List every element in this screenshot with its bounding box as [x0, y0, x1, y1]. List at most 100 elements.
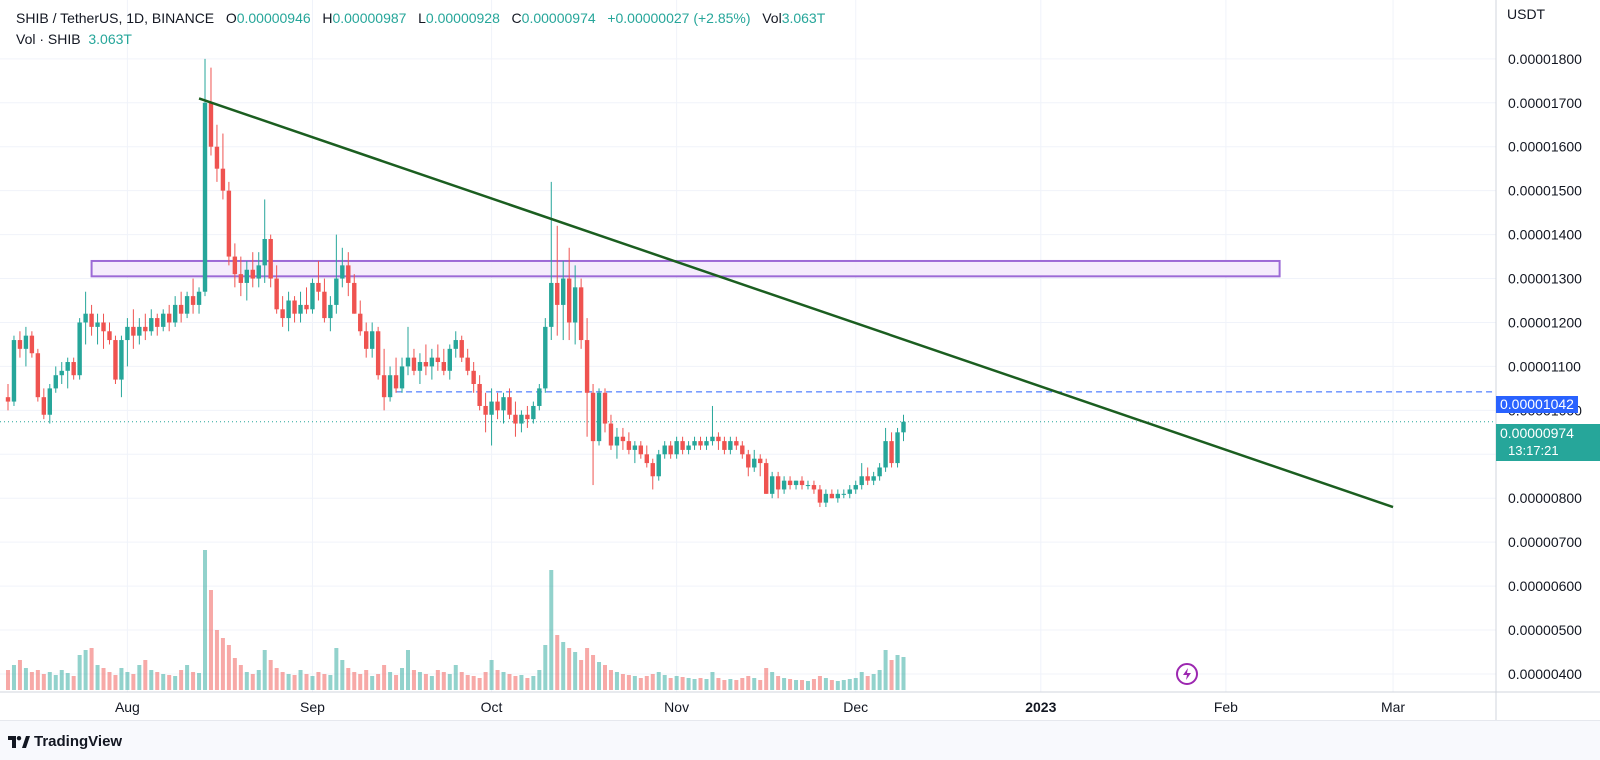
candle-body [805, 485, 811, 487]
volume-bar [770, 672, 775, 690]
volume-bar [525, 678, 530, 690]
volume-bar [561, 642, 566, 690]
volume-bar [871, 674, 876, 690]
volume-bar [608, 670, 613, 690]
volume-bar [585, 648, 590, 690]
volume-bar [405, 650, 410, 690]
volume-bar [614, 672, 619, 690]
volume-bar [579, 660, 584, 690]
volume-bar [656, 672, 661, 690]
candle-body [161, 313, 166, 327]
candle-body [417, 362, 423, 371]
volume-bar [29, 672, 34, 690]
candle-body [871, 476, 876, 481]
candle-body [11, 340, 17, 402]
candle-body [143, 326, 148, 332]
volume-bar [567, 648, 572, 690]
volume-bar [459, 672, 464, 690]
volume-bar [167, 675, 172, 690]
candle-body [131, 326, 136, 336]
volume-bar [262, 650, 267, 690]
volume-bar [119, 668, 124, 690]
volume-bar [829, 680, 834, 690]
candle-body [244, 269, 249, 283]
candle-body [220, 168, 226, 191]
time-tick-label: Dec [843, 699, 868, 715]
volume-legend: Vol · SHIB 3.063T [16, 31, 132, 47]
candle-body [752, 458, 757, 468]
volume-bar [59, 670, 64, 690]
tradingview-logo[interactable]: TradingView [8, 733, 122, 750]
volume-bar [692, 679, 697, 690]
candle-body [107, 331, 112, 341]
volume-bar [788, 679, 793, 690]
candle-body [835, 493, 841, 499]
candle-body [799, 480, 805, 486]
volume-bar [35, 670, 40, 690]
candle-body [781, 480, 787, 490]
volume-bar [555, 635, 560, 690]
volume-bar [453, 665, 458, 690]
candle-body [489, 401, 494, 415]
candle-body [728, 441, 733, 450]
volume-bar [710, 672, 715, 690]
volume-bar [495, 670, 500, 690]
candle-body [823, 493, 829, 503]
candle-body [710, 436, 715, 442]
candle-body [322, 291, 327, 319]
volume-bar [400, 668, 405, 690]
symbol-title[interactable]: SHIB / TetherUS, 1D, BINANCE [16, 10, 215, 26]
candle-body [328, 304, 333, 319]
candle-body [423, 362, 429, 367]
volume-bar [644, 676, 649, 690]
candle-body [393, 375, 399, 389]
axes [0, 0, 1600, 720]
volume-bar [811, 679, 816, 690]
candle-body [172, 304, 178, 323]
descending-trendline [198, 97, 1394, 509]
volume-bar [865, 676, 870, 690]
volume-bar [352, 672, 357, 690]
volume-bar [244, 672, 249, 690]
volume-bar [316, 672, 321, 690]
candle-body [137, 326, 142, 336]
volume-bar [310, 676, 315, 690]
candle-body [77, 322, 82, 376]
volume-bar [835, 681, 840, 690]
candle-body [650, 463, 655, 477]
volume-bar [728, 679, 733, 690]
volume-bar [17, 660, 22, 690]
candle-body [519, 414, 524, 424]
candle-body [566, 278, 572, 323]
candle-body [435, 357, 441, 363]
volume-bar [447, 674, 452, 690]
volume-bar [214, 630, 219, 690]
volume-bar [620, 674, 625, 690]
candle-body [71, 362, 76, 376]
volume-bar [501, 672, 506, 690]
lightning-icon[interactable] [1176, 663, 1198, 685]
candle-body [501, 397, 506, 411]
volume-series-label[interactable]: Vol · SHIB [16, 31, 81, 47]
volume-bar [674, 676, 679, 690]
volume-bar [203, 550, 208, 690]
candle-body [441, 362, 447, 371]
candle-body [453, 340, 458, 349]
candle-body [513, 414, 518, 424]
candle-body [95, 322, 100, 327]
candle-body [256, 265, 261, 279]
candle-body [889, 441, 894, 464]
volume-bar [107, 672, 112, 690]
volume-bar [734, 680, 739, 690]
price-unit-label: USDT [1507, 6, 1546, 22]
volume-bar [47, 672, 52, 690]
volume-bar [483, 672, 488, 690]
candle-body [334, 278, 339, 305]
candle-body [895, 432, 900, 464]
price-tick-label: 0.00001300 [1508, 271, 1582, 287]
price-tick-label: 0.00001800 [1508, 51, 1582, 67]
volume-bar [334, 648, 339, 690]
volume-bar [507, 674, 512, 690]
